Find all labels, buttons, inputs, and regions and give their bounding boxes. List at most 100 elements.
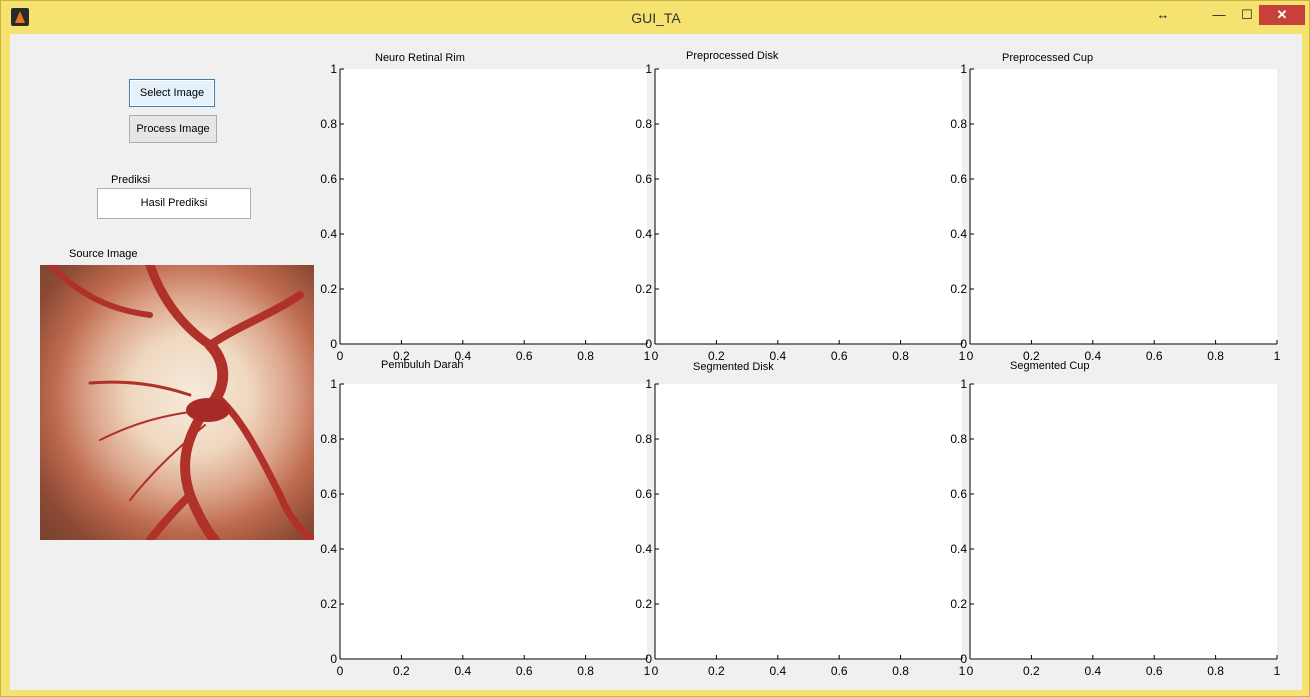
plot-area — [970, 69, 1277, 344]
y-tick-label: 1 — [645, 62, 652, 76]
x-tick-label: 0.2 — [393, 349, 410, 363]
window-title: GUI_TA — [631, 10, 681, 26]
x-tick-label: 0.2 — [393, 664, 410, 678]
x-tick-label: 0.8 — [892, 349, 909, 363]
y-tick-label: 0.4 — [950, 542, 967, 556]
axes-title: Neuro Retinal Rim — [375, 52, 465, 64]
axes-title: Segmented Disk — [693, 361, 774, 373]
x-tick-label: 0.4 — [454, 349, 471, 363]
y-tick-label: 0.6 — [320, 172, 337, 186]
x-tick-label: 0.2 — [708, 349, 725, 363]
x-tick-label: 0.6 — [831, 664, 848, 678]
axes-title: Pembuluh Darah — [381, 359, 464, 371]
fundus-vessels — [47, 265, 314, 540]
x-tick-label: 0.8 — [1207, 664, 1224, 678]
y-tick-label: 0.6 — [950, 172, 967, 186]
y-tick-label: 1 — [330, 377, 337, 391]
plot-area — [340, 384, 647, 659]
close-button[interactable]: ✕ — [1259, 5, 1305, 25]
plot-area — [340, 69, 647, 344]
axes-preprocessed-disk: 00.20.40.60.810 0.2 0.4 0.6 0.8 1Preprocessed… — [635, 50, 965, 363]
maximize-button[interactable]: ☐ — [1241, 7, 1253, 22]
x-tick-label: 0.6 — [516, 664, 533, 678]
axes-title: Preprocessed Disk — [686, 50, 779, 62]
title-bar[interactable]: GUI_TA ↔ — ☐ ✕ — [1, 1, 1310, 34]
vessel — [129, 424, 206, 501]
y-tick-label: 0.6 — [950, 487, 967, 501]
x-tick-label: 0.6 — [831, 349, 848, 363]
select-image-button[interactable]: Select Image — [129, 79, 215, 107]
y-tick-label: 0.8 — [320, 117, 337, 131]
y-tick-label: 0.8 — [950, 432, 967, 446]
y-tick-label: 0.6 — [320, 487, 337, 501]
y-tick-label: 1 — [960, 62, 967, 76]
prediction-result-box: Hasil Prediksi — [97, 188, 251, 219]
plot-area — [655, 384, 962, 659]
y-tick-label: 0.8 — [320, 432, 337, 446]
x-tick-label: 0.8 — [892, 664, 909, 678]
axes-title: Preprocessed Cup — [1002, 52, 1093, 64]
source-image-label: Source Image — [69, 248, 138, 260]
x-tick-label: 0.6 — [516, 349, 533, 363]
x-tick-label: 0.2 — [708, 664, 725, 678]
x-tick-label: 0.8 — [577, 349, 594, 363]
x-tick-label: 0.4 — [1084, 349, 1101, 363]
y-tick-label: 0.2 — [635, 282, 652, 296]
x-tick-label: 0 — [967, 664, 974, 678]
x-tick-label: 0.4 — [769, 664, 786, 678]
process-image-button[interactable]: Process Image — [129, 115, 217, 143]
plot-area — [970, 384, 1277, 659]
x-tick-label: 0.4 — [1084, 664, 1101, 678]
y-tick-label: 0.8 — [635, 432, 652, 446]
x-tick-label: 0 — [337, 349, 344, 363]
y-tick-label: 0.4 — [950, 227, 967, 241]
vessel — [47, 265, 153, 318]
y-tick-label: 0.8 — [950, 117, 967, 131]
x-tick-label: 0.4 — [454, 664, 471, 678]
axes-title: Segmented Cup — [1010, 360, 1090, 372]
x-tick-label: 0.6 — [1146, 664, 1163, 678]
y-tick-label: 1 — [330, 62, 337, 76]
matlab-icon — [11, 8, 29, 26]
x-tick-label: 1 — [644, 664, 651, 678]
vessel — [88, 380, 192, 397]
x-tick-label: 1 — [959, 349, 966, 363]
x-tick-label: 0.2 — [1023, 664, 1040, 678]
y-tick-label: 0 — [330, 652, 337, 666]
x-tick-label: 0.2 — [1023, 349, 1040, 363]
x-tick-label: 0.6 — [1146, 349, 1163, 363]
y-tick-label: 0 — [645, 652, 652, 666]
minimize-button[interactable]: — — [1212, 7, 1226, 22]
x-tick-label: 0 — [337, 664, 344, 678]
y-tick-label: 0.2 — [950, 282, 967, 296]
y-tick-label: 1 — [645, 377, 652, 391]
y-tick-label: 0 — [645, 337, 652, 351]
resize-icon[interactable]: ↔ — [1156, 7, 1170, 22]
y-tick-label: 0.2 — [635, 597, 652, 611]
vessel — [146, 491, 194, 540]
y-tick-label: 1 — [960, 377, 967, 391]
vessel-junction — [186, 398, 230, 422]
x-tick-label: 0 — [652, 664, 659, 678]
plot-area — [655, 69, 962, 344]
y-tick-label: 0.6 — [635, 487, 652, 501]
y-tick-label: 0.4 — [635, 227, 652, 241]
y-tick-label: 0.2 — [320, 597, 337, 611]
x-tick-label: 0.8 — [1207, 349, 1224, 363]
y-tick-label: 0.6 — [635, 172, 652, 186]
y-tick-label: 0.2 — [320, 282, 337, 296]
y-tick-label: 0.4 — [320, 227, 337, 241]
axes-preprocessed-cup: 00.20.40.60.810 0.2 0.4 0.6 0.8 1Preprocessed… — [950, 52, 1280, 363]
y-tick-label: 0 — [960, 337, 967, 351]
source-image — [40, 265, 314, 540]
y-tick-label: 0.4 — [320, 542, 337, 556]
x-tick-label: 1 — [644, 349, 651, 363]
x-tick-label: 1 — [1274, 664, 1281, 678]
x-tick-label: 1 — [959, 664, 966, 678]
y-tick-label: 0.2 — [950, 597, 967, 611]
